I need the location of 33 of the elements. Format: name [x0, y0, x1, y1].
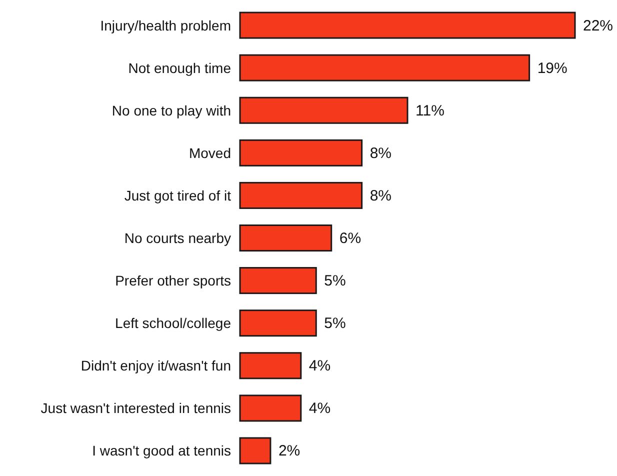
data-label: 4%	[308, 358, 331, 375]
bar	[239, 139, 363, 166]
bar	[239, 394, 302, 422]
y-tick-label: No courts nearby	[124, 230, 231, 246]
bar	[239, 182, 363, 209]
bar	[239, 54, 530, 82]
y-tick-label: Just got tired of it	[124, 187, 232, 204]
data-label: 6%	[339, 230, 362, 247]
bar	[239, 224, 332, 252]
data-label: 8%	[370, 144, 392, 162]
y-tick-label: No one to play with	[112, 102, 231, 118]
bar	[239, 12, 576, 39]
data-label: 11%	[416, 102, 444, 120]
y-tick-label: Moved	[188, 144, 231, 161]
y-tick-label: Prefer other sports	[115, 272, 231, 289]
data-label: 8%	[370, 187, 392, 204]
y-tick-label: Injury/health problem	[100, 17, 231, 34]
data-label: 5%	[324, 272, 346, 290]
y-tick-label: Didn't enjoy it/wasn't fun	[80, 358, 231, 374]
bar	[239, 437, 272, 464]
data-label: 5%	[324, 315, 346, 332]
y-tick-label: Left school/college	[115, 315, 232, 332]
y-tick-label: I wasn't good at tennis	[92, 442, 231, 459]
bar	[239, 267, 317, 294]
bar	[239, 96, 408, 124]
data-label: 4%	[308, 400, 331, 418]
y-tick-label: Just wasn't interested in tennis	[40, 400, 231, 416]
bar	[239, 310, 317, 337]
data-label: 19%	[537, 60, 568, 77]
data-label: 2%	[278, 442, 300, 460]
y-tick-label: Not enough time	[128, 60, 232, 76]
bar	[239, 352, 302, 380]
data-label: 22%	[583, 17, 614, 34]
